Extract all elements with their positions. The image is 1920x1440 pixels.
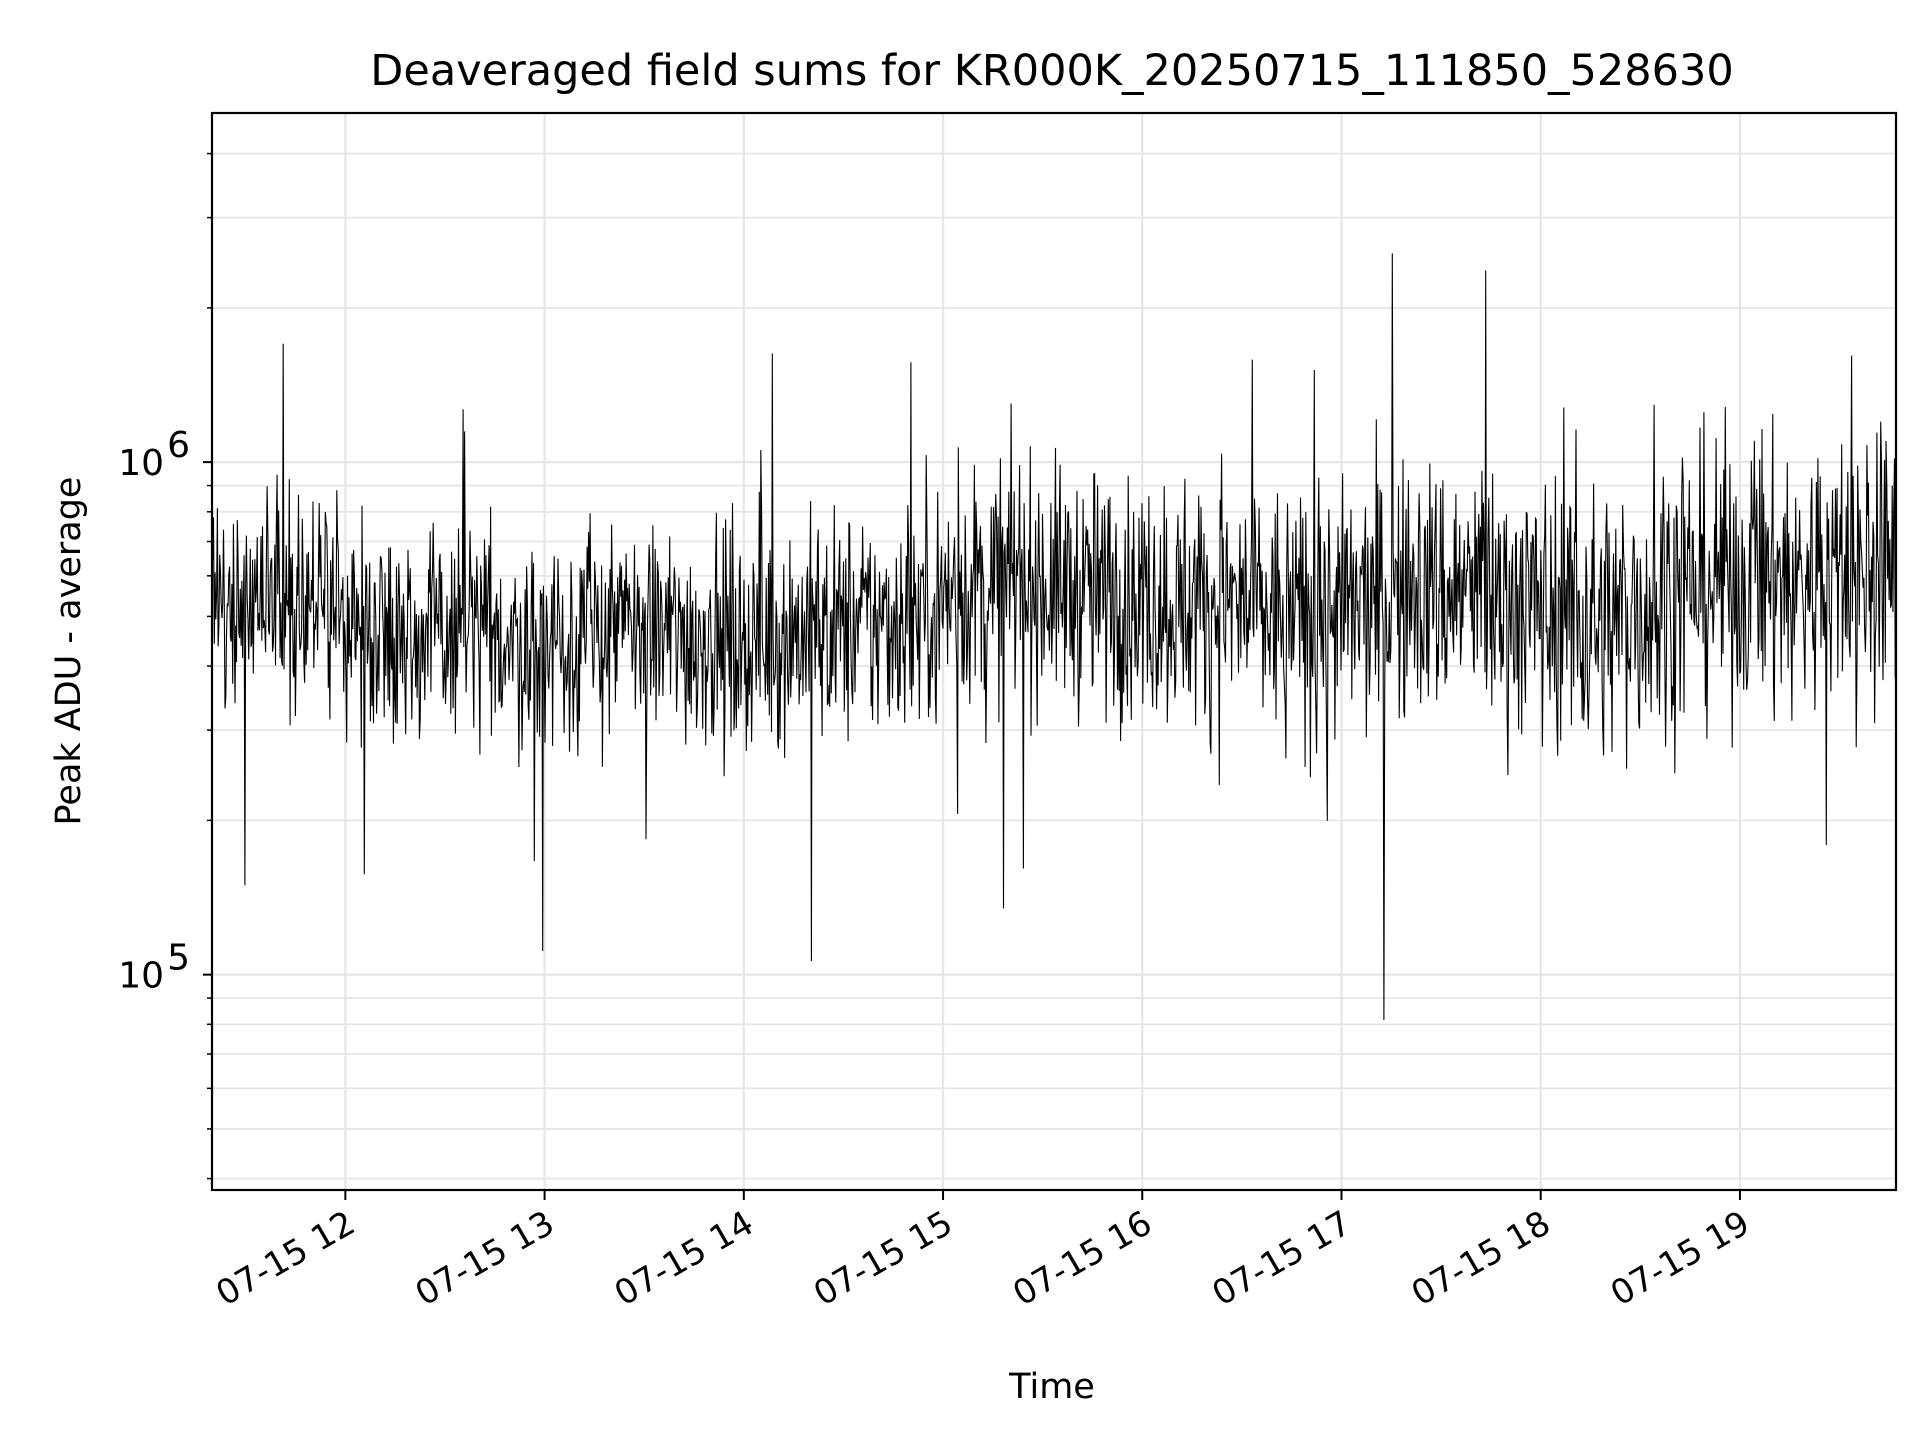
plot-frame <box>210 111 1898 1192</box>
y-tick-label-exponent: 6 <box>167 425 190 466</box>
chart-title: Deaveraged field sums for KR000K_2025071… <box>370 46 1733 96</box>
y-tick-label: 10 <box>118 956 164 997</box>
series-layer <box>211 253 1897 1021</box>
y-axis-label: Peak ADU - average <box>49 477 89 826</box>
x-axis-label: Time <box>1008 1367 1095 1407</box>
y-tick-label-exponent: 5 <box>167 938 190 979</box>
y-tick-label: 10 <box>118 443 164 484</box>
series-line <box>211 253 1897 1021</box>
